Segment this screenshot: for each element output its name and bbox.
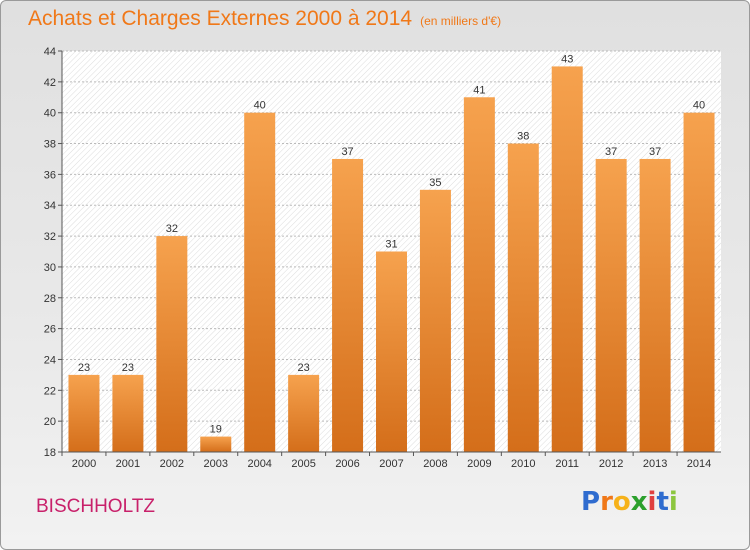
x-axis-ticks: 2000 2001 2002 2003 2004 2005 2006 2007 2008 2009… [61, 452, 711, 470]
bar-2007 [376, 251, 407, 452]
value-label-2007: 31 [385, 239, 397, 251]
bar-2012 [595, 158, 627, 452]
bar-2002 [156, 236, 188, 452]
logo-letter: i [647, 487, 657, 517]
value-label-2012: 37 [605, 146, 617, 158]
y-tick-label: 26 [44, 324, 56, 336]
y-tick-label: 24 [44, 354, 56, 366]
y-tick-label: 20 [44, 416, 56, 428]
logo-letter: i [668, 487, 678, 517]
bar-2009 [463, 97, 495, 453]
x-tick-label-2002: 2002 [160, 458, 184, 470]
bar-2006 [332, 158, 364, 452]
x-tick-label-2004: 2004 [247, 458, 271, 470]
chart-subtitle: (en milliers d'€) [420, 14, 502, 28]
x-tick-label-2005: 2005 [291, 458, 315, 470]
value-label-2004: 40 [254, 100, 266, 112]
logo-letter: o [612, 487, 631, 517]
bar-2013 [639, 158, 671, 452]
logo-letter: x [630, 487, 648, 517]
location-label: BISCHHOLTZ [36, 496, 155, 517]
value-label-2011: 43 [561, 53, 573, 65]
value-label-2006: 37 [341, 146, 353, 158]
x-tick-label-2010: 2010 [511, 458, 535, 470]
y-tick-label: 34 [44, 200, 56, 212]
value-label-2000: 23 [78, 362, 90, 374]
chart-title: Achats et Charges Externes 2000 à 2014 (e… [28, 7, 501, 31]
y-tick-label: 38 [44, 139, 56, 151]
bar-2014 [683, 112, 715, 452]
value-label-2013: 37 [649, 146, 661, 158]
x-tick-label-2009: 2009 [467, 458, 491, 470]
y-tick-label: 22 [44, 385, 56, 397]
y-tick-label: 42 [44, 77, 56, 89]
x-tick-label-2003: 2003 [204, 458, 228, 470]
x-tick-label-2001: 2001 [116, 458, 140, 470]
bar-2003 [200, 436, 232, 452]
bar-2005 [288, 374, 320, 452]
y-tick-label: 36 [44, 169, 56, 181]
value-label-2005: 23 [298, 362, 310, 374]
y-axis-ticks: 18 20 22 24 26 28 30 32 34 36 38 40 42 44 [44, 46, 62, 459]
value-label-2001: 23 [122, 362, 134, 374]
y-tick-label: 32 [44, 231, 56, 243]
bar-2001 [112, 374, 144, 452]
y-tick-label: 44 [44, 46, 56, 58]
value-label-2003: 19 [210, 424, 222, 436]
x-tick-label-2006: 2006 [335, 458, 359, 470]
logo-letter: P [581, 487, 601, 517]
logo-letter: t [656, 487, 669, 517]
value-label-2010: 38 [517, 131, 529, 143]
x-tick-label-2012: 2012 [599, 458, 623, 470]
proxiti-logo: Proxiti [581, 487, 678, 517]
y-tick-label: 40 [44, 108, 56, 120]
value-label-2002: 32 [166, 223, 178, 235]
x-tick-label-2014: 2014 [687, 458, 711, 470]
bar-2008 [419, 189, 451, 453]
value-label-2014: 40 [693, 100, 705, 112]
value-labels: 23 23 32 19 40 23 37 31 35 41 38 43 37 37 40 [78, 53, 705, 435]
bars [68, 66, 715, 453]
y-tick-label: 30 [44, 262, 56, 274]
logo-letter: r [600, 487, 613, 517]
bar-2004 [244, 112, 276, 452]
value-label-2009: 41 [473, 84, 485, 96]
value-label-2008: 35 [429, 177, 441, 189]
y-tick-label: 18 [44, 447, 56, 459]
y-tick-label: 28 [44, 293, 56, 305]
bar-2000 [68, 374, 100, 452]
bar-2010 [507, 143, 539, 453]
x-tick-label-2008: 2008 [423, 458, 447, 470]
chart-title-text: Achats et Charges Externes 2000 à 2014 [28, 7, 413, 30]
x-tick-label-2011: 2011 [555, 458, 579, 470]
x-tick-label-2013: 2013 [643, 458, 667, 470]
x-tick-label-2007: 2007 [379, 458, 403, 470]
bar-2011 [551, 66, 583, 452]
x-tick-label-2000: 2000 [72, 458, 96, 470]
